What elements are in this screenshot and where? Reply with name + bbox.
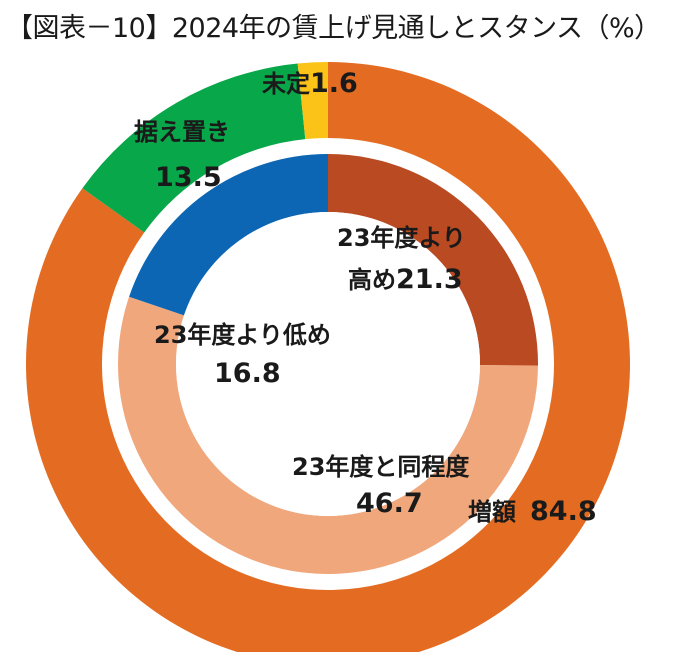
label-increase-value: 84.8 [530, 496, 597, 527]
chart-title: 【図表－10】2024年の賃上げ見通しとスタンス（%） [6, 13, 661, 44]
label-higher-value: 21.3 [396, 264, 463, 295]
label-undecided-value: 1.6 [310, 68, 358, 99]
inner-slice-2 [129, 154, 328, 316]
inner-slice-0 [328, 154, 538, 366]
label-increase-name: 増額 [468, 498, 516, 526]
label-undecided: 未定1.6 [262, 64, 358, 99]
label-higher-name: 23年度より [337, 224, 466, 252]
label-higher-name2: 高め [348, 266, 396, 294]
label-flat-value: 13.5 [155, 162, 222, 193]
outer-slice-2 [297, 62, 328, 140]
donut-hole [176, 212, 480, 516]
label-same-name: 23年度と同程度 [292, 453, 470, 481]
inner-ring [118, 154, 538, 574]
label-lower-name: 23年度より低め [154, 321, 331, 349]
label-flat-name: 据え置き [134, 118, 230, 146]
label-lower-value: 16.8 [214, 358, 281, 389]
outer-ring [26, 62, 631, 652]
label-higher: 高め21.3 [348, 260, 463, 295]
outer-slice-1 [82, 63, 306, 233]
label-undecided-name: 未定 [262, 70, 310, 98]
label-same-value: 46.7 [356, 488, 423, 519]
inner-slice-1 [118, 296, 538, 574]
label-increase: 増額 84.8 [468, 492, 597, 527]
